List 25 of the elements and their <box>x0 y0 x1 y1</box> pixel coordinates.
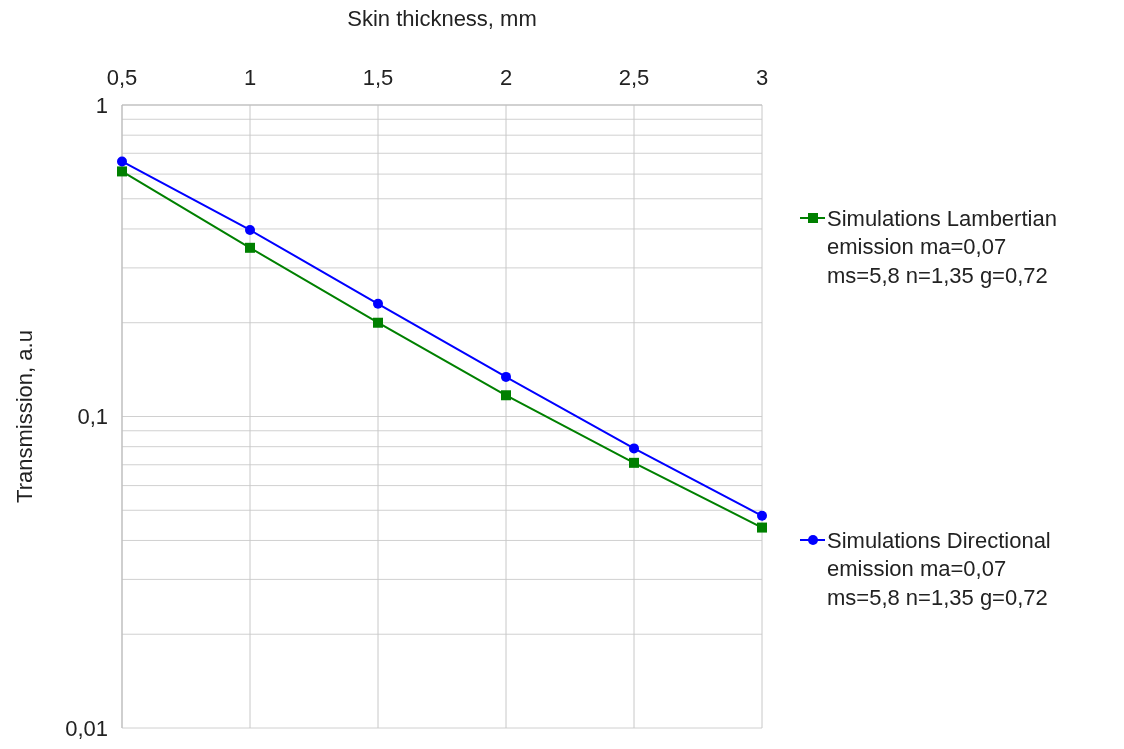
point <box>373 298 383 309</box>
point <box>117 166 127 177</box>
point <box>373 317 383 328</box>
point <box>629 457 639 468</box>
point <box>245 224 255 235</box>
legend-label: Simulations Directional emission ma=0,07 ms=5,8 n=1,35 g=0,72 <box>827 527 1051 610</box>
x-tick-label: 2,5 <box>618 65 650 90</box>
point <box>757 510 767 521</box>
point <box>501 390 511 401</box>
x-tick-label: 2 <box>499 65 513 90</box>
y-tick-label: 1 <box>95 92 108 118</box>
x-tick-label: 3 <box>755 65 769 90</box>
point <box>501 371 511 382</box>
x-tick-label: 1 <box>243 65 257 90</box>
y-tick-label: 0,01 <box>65 715 108 741</box>
y-axis-title: Transmission, a.u <box>12 330 37 503</box>
point <box>245 242 255 253</box>
x-axis-title: Skin thickness, mm <box>347 6 537 31</box>
x-tick-label: 1,5 <box>362 65 394 90</box>
x-tick-label: 0,5 <box>106 65 138 90</box>
legend-label: Simulations Lambertian emission ma=0,07 ms=5,8 n=1,35 g=0,72 <box>827 205 1057 288</box>
y-tick-label: 0,1 <box>77 404 108 430</box>
point <box>757 522 767 533</box>
point <box>629 443 639 454</box>
point <box>117 156 127 167</box>
